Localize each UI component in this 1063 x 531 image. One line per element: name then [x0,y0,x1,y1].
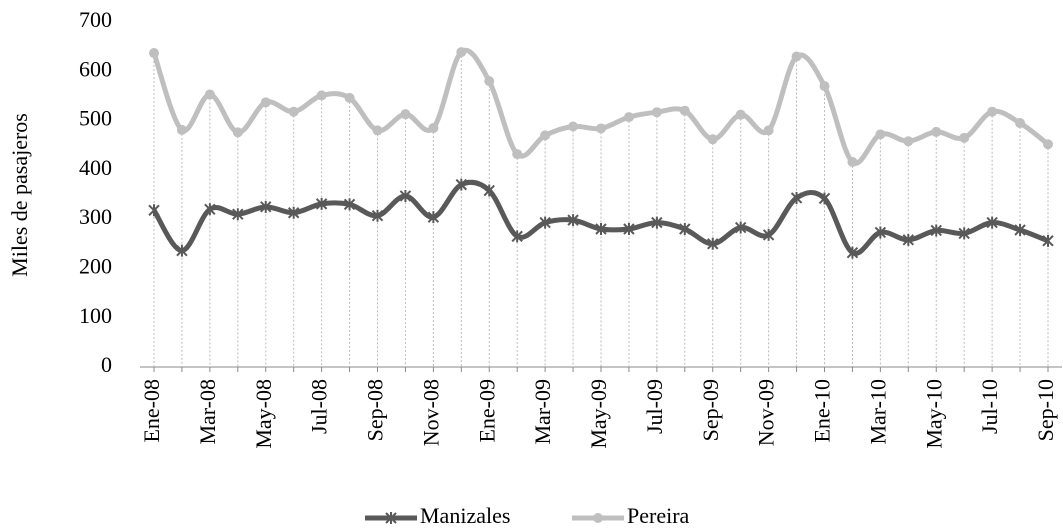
y-tick-label: 400 [79,155,112,180]
x-tick-label: May-10 [921,379,946,449]
point [762,228,775,241]
legend-marker [385,512,397,524]
point [623,112,634,123]
point [1014,223,1026,236]
point [511,230,523,243]
point [902,233,915,246]
x-tick-label: Sep-09 [698,379,723,441]
x-tick-label: Mar-09 [530,379,555,445]
point [483,184,495,197]
point [596,123,606,134]
point [427,211,440,224]
point [986,216,998,229]
point [539,216,551,229]
point [372,125,383,136]
point [651,107,662,118]
y-tick-label: 100 [79,303,112,328]
point [512,149,523,160]
x-tick-label: May-09 [586,379,611,449]
point [371,209,384,222]
point [595,223,607,235]
point [679,223,691,235]
point [540,130,551,141]
x-tick-label: Jul-09 [642,379,667,434]
point [818,192,831,205]
y-tick-label: 0 [101,352,112,377]
point [260,200,272,213]
point [232,127,243,138]
point [707,237,719,250]
y-tick-label: 700 [79,7,112,32]
point [232,208,244,221]
point [260,97,271,108]
point [847,156,858,167]
point [958,227,970,240]
point [204,203,216,216]
point [176,244,188,257]
legend-marker [593,513,603,523]
point [344,92,355,103]
y-tick-label: 500 [79,106,112,131]
x-tick-label: Ene-10 [810,379,835,443]
point [903,136,914,147]
point [987,106,998,117]
point [875,129,886,140]
point [846,246,859,259]
point [1015,118,1026,129]
point [343,198,356,211]
point [455,178,468,191]
point [931,126,942,137]
x-tick-label: Sep-08 [363,379,388,441]
point [651,216,663,229]
x-tick-label: Nov-08 [418,379,443,446]
x-tick-label: Sep-10 [1033,379,1058,441]
point [400,109,411,120]
point [679,105,690,116]
x-tick-label: Ene-08 [139,379,164,443]
point [790,191,803,204]
y-tick-label: 300 [79,204,112,229]
point [288,106,299,117]
y-tick-label: 600 [79,56,112,81]
point [735,109,746,120]
point [819,81,830,92]
point [148,204,160,217]
x-tick-label: Mar-10 [865,379,890,445]
point [567,214,579,227]
point [707,134,718,145]
x-tick-label: May-08 [251,379,276,449]
point [484,76,495,87]
x-tick-label: Ene-09 [474,379,499,443]
point [316,90,327,101]
point [568,121,579,132]
point [176,124,187,135]
point [763,125,774,136]
point [930,224,942,237]
y-axis-label: Miles de pasajeros [7,113,32,277]
x-tick-label: Jul-10 [977,379,1002,434]
y-tick-label: 200 [79,253,112,278]
point [287,206,300,219]
x-tick-label: Mar-08 [195,379,220,445]
legend-label: Pereira [627,503,690,528]
point [428,122,439,133]
x-tick-label: Nov-09 [754,379,779,446]
point [456,47,467,58]
point [623,223,635,235]
point [1043,139,1053,150]
point [204,89,215,100]
point [315,197,328,210]
point [149,48,159,59]
point [791,51,802,62]
point [874,226,887,239]
x-tick-label: Jul-08 [307,379,332,434]
legend-label: Manizales [420,503,510,528]
point [399,189,412,202]
point [734,221,747,234]
point [1042,234,1054,247]
point [959,132,970,143]
